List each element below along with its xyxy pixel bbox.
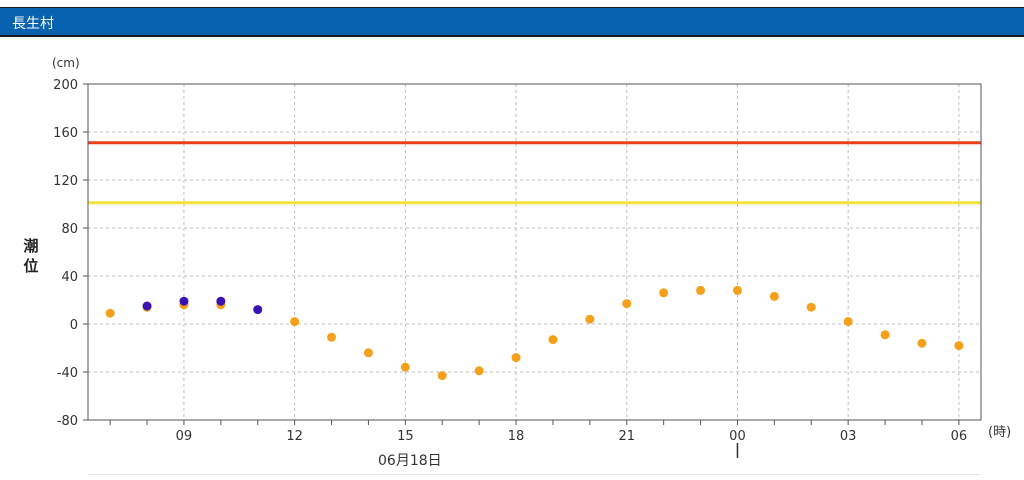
plot-frame <box>87 83 982 421</box>
y-tick-label: -80 <box>57 414 78 429</box>
x-tick-label: 00 <box>729 429 746 444</box>
data-point <box>696 285 706 295</box>
page-title: 長生村 <box>12 16 54 32</box>
data-point <box>954 341 964 351</box>
data-point <box>659 288 669 298</box>
x-tick-label: 03 <box>840 429 857 444</box>
data-point <box>400 362 410 372</box>
data-point <box>253 305 263 315</box>
y-unit-label: (cm) <box>52 56 80 70</box>
x-tick-label: 09 <box>176 429 193 444</box>
y-axis-title: 潮位 <box>23 237 38 275</box>
date-label: 06月18日 <box>378 453 442 469</box>
data-point <box>548 335 558 345</box>
x-tick-label: 12 <box>286 429 303 444</box>
y-tick-label: 160 <box>53 126 78 141</box>
x-tick-label: 18 <box>508 429 525 444</box>
data-point <box>437 371 447 381</box>
data-point <box>769 291 779 301</box>
y-axis-title-char: 位 <box>23 257 38 275</box>
x-tick-label: 06 <box>951 429 968 444</box>
data-point <box>806 302 816 312</box>
data-point <box>732 285 742 295</box>
data-point <box>327 332 337 342</box>
y-tick-label: -40 <box>57 366 78 381</box>
data-point <box>917 338 927 348</box>
x-tick-label: 21 <box>618 429 635 444</box>
grid-lines <box>88 84 981 420</box>
data-point <box>179 296 189 306</box>
data-point <box>880 330 890 340</box>
data-point <box>622 299 632 309</box>
x-tick-label: 15 <box>397 429 414 444</box>
y-tick-label: 80 <box>61 222 78 237</box>
reference-lines <box>88 141 981 205</box>
data-point <box>511 353 521 363</box>
y-axis: -80 -40 0 40 80 120 160 200 <box>53 78 88 429</box>
divider <box>88 474 980 475</box>
y-axis-title-char: 潮 <box>23 237 38 255</box>
data-point <box>585 314 595 324</box>
title-bar: 長生村 <box>0 7 1024 37</box>
data-point <box>105 308 115 318</box>
data-point <box>142 301 152 311</box>
y-tick-label: 120 <box>53 174 78 189</box>
data-point <box>474 366 484 376</box>
x-unit-label: (時) <box>988 425 1011 440</box>
data-points <box>105 285 964 381</box>
y-tick-label: 0 <box>70 318 78 333</box>
data-point <box>216 296 226 306</box>
data-point <box>363 348 373 358</box>
data-point <box>843 317 853 327</box>
x-axis: 09 12 15 18 21 00 03 06 <box>109 420 968 444</box>
y-tick-label: 40 <box>61 270 78 285</box>
data-point <box>290 317 300 327</box>
y-tick-label: 200 <box>53 78 78 93</box>
